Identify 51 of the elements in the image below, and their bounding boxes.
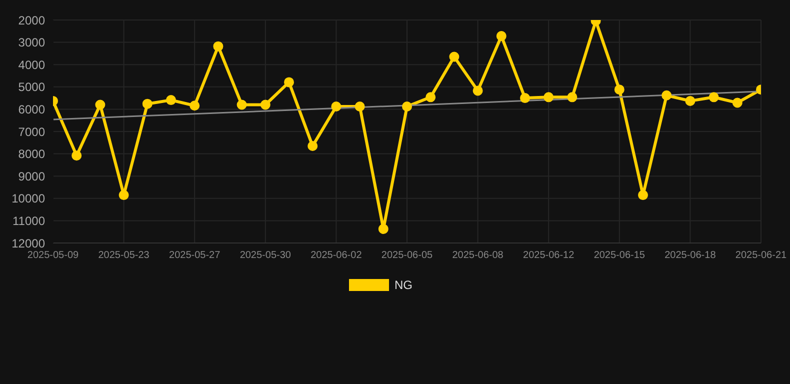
point (449, 52, 460, 62)
point (354, 102, 365, 112)
y-tick-label: 3000 (18, 36, 46, 50)
point (72, 150, 82, 161)
x-tick-label: 2025-06-15 (594, 250, 646, 262)
point (708, 92, 719, 102)
point (331, 102, 342, 112)
point (260, 100, 270, 110)
point (166, 95, 176, 106)
y-tick-label: 2000 (18, 13, 46, 28)
y-tick-label: 8000 (18, 147, 46, 162)
x-tick-label: 2025-05-09 (27, 250, 80, 262)
point (142, 98, 152, 109)
point (638, 190, 648, 200)
point (614, 84, 624, 95)
y-tick-label: 7000 (18, 124, 46, 139)
point (95, 100, 106, 110)
x-tick-label: 2025-06-12 (523, 250, 575, 262)
y-tick-label: 4000 (18, 58, 46, 72)
x-tick-label: 2025-06-21 (735, 250, 788, 262)
point (284, 77, 294, 88)
point (472, 86, 483, 96)
point (118, 190, 129, 200)
x-tick-label: 2025-06-18 (664, 250, 716, 262)
point (236, 100, 247, 110)
point (520, 93, 530, 104)
x-tick-label: 2025-05-30 (240, 250, 292, 262)
x-tick-label: 2025-06-08 (452, 250, 504, 262)
x-tick-label: 2025-05-23 (98, 250, 150, 262)
point (732, 98, 742, 108)
point (426, 92, 436, 102)
y-tick-label: 11000 (12, 214, 46, 228)
point (378, 224, 388, 234)
y-tick-label: 9000 (18, 169, 46, 184)
x-tick-label: 2025-06-02 (310, 250, 362, 262)
y-tick-label: 12000 (12, 236, 46, 250)
x-tick-label: 2025-05-27 (169, 250, 221, 262)
point (496, 31, 506, 42)
point (213, 41, 224, 52)
point (308, 140, 318, 151)
point (190, 100, 200, 111)
y-tick-label: 5000 (18, 80, 46, 94)
point (544, 92, 554, 102)
point (567, 92, 578, 102)
x-tick-label: 2025-06-05 (381, 250, 434, 262)
legend-label: NG (394, 278, 412, 292)
point (662, 90, 672, 100)
point (402, 102, 412, 112)
y-tick-label: 10000 (12, 192, 46, 206)
point (685, 96, 696, 106)
y-tick-label: 6000 (18, 102, 46, 116)
